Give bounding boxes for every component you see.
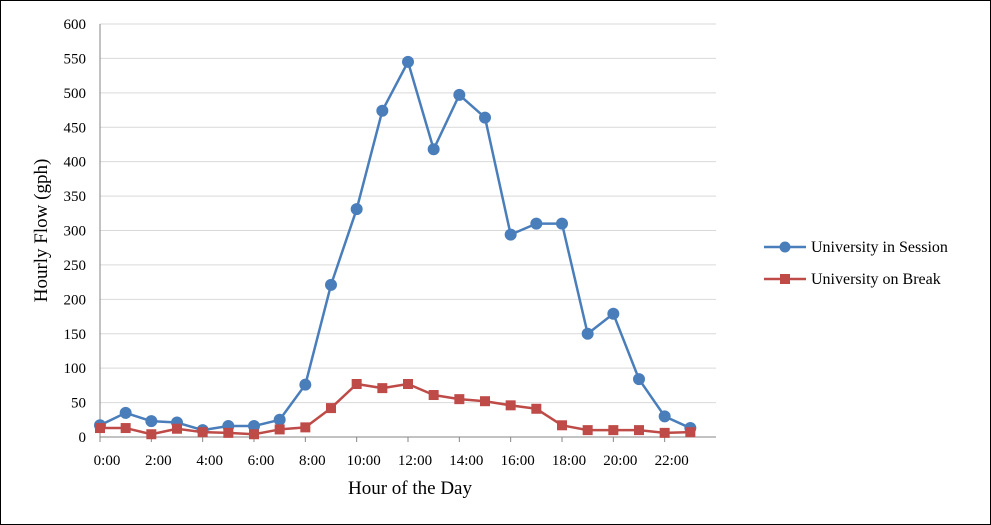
data-point <box>172 423 182 434</box>
data-point <box>480 396 490 407</box>
x-tick-label: 8:00 <box>299 453 326 469</box>
tick-labels: 0 50 100 150 200 250 300 350 400 450 500 550 600 0:00… <box>64 17 689 469</box>
y-axis-title: Hourly Flow (gph) <box>31 159 52 303</box>
y-tick-label: 450 <box>64 120 87 136</box>
data-point <box>273 413 286 426</box>
y-tick-label: 200 <box>64 292 87 308</box>
legend-item: University in Session <box>764 239 948 256</box>
data-point <box>351 378 362 389</box>
data-point <box>95 423 105 434</box>
y-tick-label: 100 <box>64 361 87 377</box>
legend-marker <box>779 241 791 253</box>
data-point <box>557 420 567 431</box>
x-tick-label: 10:00 <box>347 453 381 469</box>
x-tick-label: 4:00 <box>196 453 223 469</box>
data-point <box>119 406 132 419</box>
data-point <box>350 203 363 216</box>
data-point <box>659 427 670 438</box>
data-point <box>556 217 568 230</box>
data-point <box>685 427 696 438</box>
data-point <box>376 104 389 117</box>
data-point <box>403 378 413 389</box>
legend-item: University on Break <box>764 271 941 288</box>
y-tick-label: 250 <box>64 258 87 274</box>
data-point <box>402 55 414 68</box>
data-point <box>582 425 593 436</box>
y-tick-label: 550 <box>64 51 87 67</box>
data-point <box>658 410 671 423</box>
y-tick-label: 50 <box>71 396 86 412</box>
gridlines <box>100 23 716 404</box>
data-point <box>377 383 388 394</box>
data-point <box>146 429 157 440</box>
data-point <box>505 400 516 411</box>
data-point <box>633 373 645 386</box>
x-tick-label: 18:00 <box>552 453 586 469</box>
legend-label: University in Session <box>811 239 948 256</box>
data-point <box>428 390 439 401</box>
y-tick-label: 400 <box>64 155 87 171</box>
x-tick-label: 12:00 <box>398 453 432 469</box>
y-tick-label: 300 <box>64 224 87 240</box>
data-point <box>120 423 131 434</box>
x-tick-label: 22:00 <box>655 453 689 469</box>
data-point <box>453 88 466 101</box>
y-tick-label: 500 <box>64 86 87 102</box>
y-tick-label: 0 <box>79 430 87 446</box>
data-point <box>607 307 620 320</box>
data-point <box>249 429 259 440</box>
y-tick-label: 350 <box>64 189 87 205</box>
x-tick-label: 2:00 <box>145 453 172 469</box>
data-point <box>326 403 336 414</box>
data-point <box>274 424 285 435</box>
series <box>94 55 697 440</box>
y-tick-label: 600 <box>64 17 87 33</box>
data-point <box>531 403 542 414</box>
data-point <box>479 111 491 124</box>
series-2 <box>95 378 696 440</box>
data-point <box>299 378 312 391</box>
data-point <box>223 427 234 438</box>
series-line <box>99 60 691 432</box>
data-point <box>530 217 543 230</box>
series-1 <box>94 55 697 437</box>
data-point <box>634 425 644 436</box>
legend-label: University on Break <box>811 271 941 288</box>
data-point <box>197 427 208 438</box>
data-point <box>325 278 337 291</box>
data-point <box>581 327 594 340</box>
x-axis-title: Hour of the Day <box>348 478 472 499</box>
x-tick-label: 16:00 <box>501 453 535 469</box>
x-tick-label: 14:00 <box>449 453 483 469</box>
data-point <box>504 228 517 241</box>
data-point <box>608 425 619 436</box>
data-point <box>145 415 158 428</box>
data-point <box>300 422 311 433</box>
legend: University in Session University on Break <box>764 239 948 288</box>
data-point <box>454 394 465 405</box>
x-tick-label: 0:00 <box>94 453 121 469</box>
y-tick-label: 150 <box>64 327 87 343</box>
x-tick-label: 6:00 <box>248 453 275 469</box>
data-point <box>427 143 440 156</box>
x-tick-label: 20:00 <box>603 453 637 469</box>
legend-marker <box>780 274 790 284</box>
